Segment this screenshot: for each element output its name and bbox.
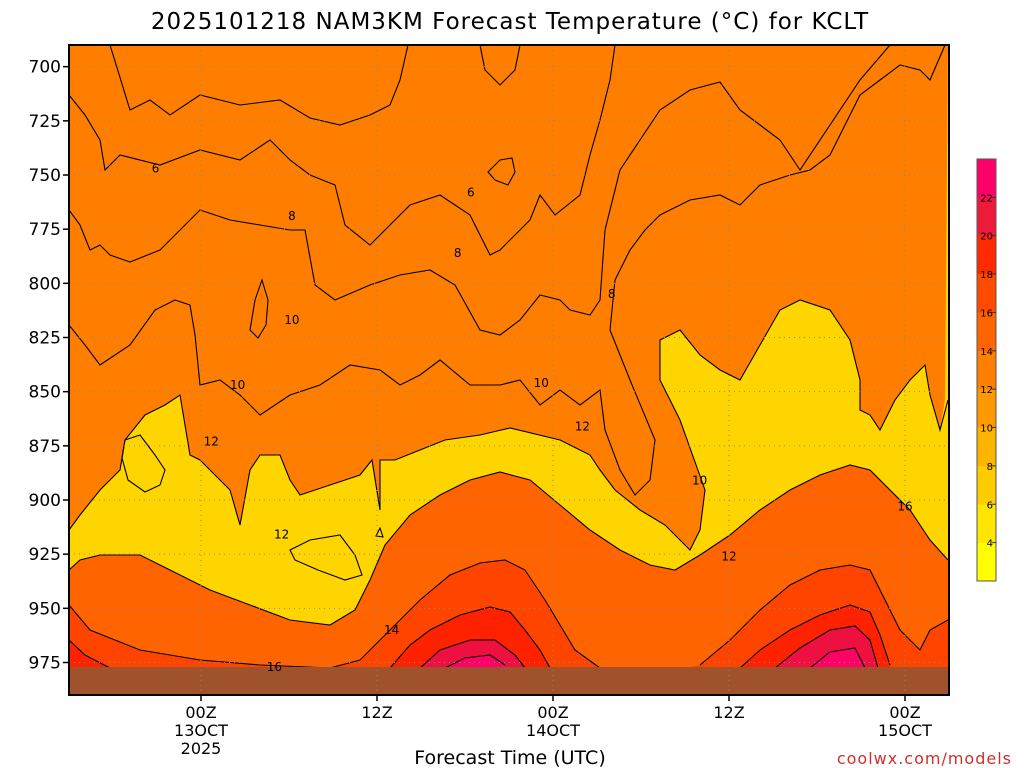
contour-labels: 6 6 8 8 8 10 10 10 10 12 12 12 12 14 16 16	[152, 162, 913, 674]
contour-label-5: 10	[284, 313, 299, 327]
x-tick-label-2-1: 14OCT	[526, 721, 580, 740]
contour-label-3: 8	[454, 246, 462, 260]
x-tick-label-0-2: 2025	[181, 739, 222, 758]
colorbar: 4 6 8 10 12 14 16 18 20 22	[976, 158, 997, 582]
ground-surface	[69, 667, 949, 695]
colorbar-swatch-2	[977, 542, 996, 582]
contour-6-blob	[487, 157, 516, 186]
contour-label-12: 12	[721, 549, 736, 563]
colorbar-label-20: 20	[980, 232, 993, 243]
contour-8	[69, 45, 891, 336]
colorbar-label-8: 8	[987, 462, 993, 473]
contour-14-island	[289, 534, 363, 581]
colorbar-label-12: 12	[980, 385, 993, 396]
contour-12	[69, 299, 949, 551]
colorbar-label-6: 6	[987, 500, 993, 511]
y-tick-label-950: 950	[29, 599, 61, 619]
contour-6-pocket	[479, 45, 521, 86]
contour-6	[69, 45, 616, 256]
x-tick-label-3-0: 12Z	[713, 703, 744, 722]
contour-label-13: 14	[384, 623, 399, 637]
contour-label-9: 12	[204, 435, 219, 449]
grid-lines	[69, 45, 949, 695]
colorbar-swatch-16	[977, 274, 996, 313]
contour-label-10: 12	[575, 419, 590, 433]
contour-10-island	[249, 278, 269, 339]
source-credit: coolwx.com/models	[837, 749, 1012, 768]
field-band-gt-22	[445, 648, 865, 668]
contour-label-14: 16	[267, 660, 282, 674]
colorbar-swatch-6	[977, 465, 996, 505]
contour-label-1: 6	[467, 185, 475, 199]
y-tick-label-925: 925	[29, 545, 61, 565]
y-tick-label-875: 875	[29, 437, 61, 457]
y-axis: 700 725 750 775 800 825 850 875 900 925 950 975	[29, 58, 69, 674]
colorbar-label-18: 18	[980, 270, 993, 281]
colorbar-label-10: 10	[980, 424, 993, 435]
contour-label-7: 10	[534, 376, 549, 390]
colorbar-swatch-8	[977, 427, 996, 467]
contour-10	[69, 45, 946, 496]
colorbar-swatch-22	[977, 159, 996, 198]
contour-label-8: 10	[692, 474, 707, 488]
x-tick-label-1-0: 12Z	[361, 703, 392, 722]
y-tick-label-775: 775	[29, 220, 61, 240]
contour-12-island	[121, 434, 166, 493]
x-tick-label-2-0: 00Z	[537, 703, 568, 722]
plot-frame	[68, 44, 950, 696]
y-tick-label-900: 900	[29, 491, 61, 511]
colorbar-label-14: 14	[980, 347, 993, 358]
colorbar-swatch-14	[977, 312, 996, 352]
y-tick-label-975: 975	[29, 654, 61, 674]
colorbar-swatch-10	[977, 389, 996, 428]
contour-14-speck	[375, 526, 384, 538]
contour-14	[69, 464, 949, 626]
contour-18	[69, 604, 891, 669]
contour-label-15: 16	[897, 500, 912, 514]
y-tick-label-700: 700	[29, 58, 61, 78]
colorbar-swatch-4	[977, 504, 996, 543]
x-tick-label-0-1: 13OCT	[174, 721, 228, 740]
y-tick-label-850: 850	[29, 383, 61, 403]
y-tick-label-750: 750	[29, 166, 61, 186]
y-tick-label-725: 725	[29, 112, 61, 132]
colorbar-swatch-18	[977, 235, 996, 275]
y-tick-label-800: 800	[29, 274, 61, 294]
x-tick-label-4-1: 15OCT	[878, 721, 932, 740]
contour-label-0: 6	[152, 162, 160, 176]
colorbar-swatch-12	[977, 350, 996, 390]
contour-label-4: 8	[608, 287, 616, 301]
colorbar-label-22: 22	[980, 193, 993, 204]
contour-label-2: 8	[288, 209, 296, 223]
contour-4	[109, 45, 409, 126]
contour-label-6: 10	[230, 378, 245, 392]
colorbar-swatch-20	[977, 197, 996, 237]
y-tick-label-825: 825	[29, 329, 61, 349]
contour-20	[419, 625, 879, 669]
contour-label-11: 12	[274, 528, 289, 542]
x-axis-title: Forecast Time (UTC)	[414, 747, 605, 768]
x-tick-label-4-0: 00Z	[889, 703, 920, 722]
contour-22	[444, 647, 866, 669]
colorbar-label-16: 16	[980, 308, 993, 319]
x-tick-label-0-0: 00Z	[185, 703, 216, 722]
contour-lines	[69, 45, 949, 669]
colorbar-frame	[976, 158, 997, 582]
colorbar-label-4: 4	[987, 539, 993, 550]
field-band-12-to-14	[69, 45, 948, 550]
field-band-18-to-20	[69, 605, 890, 668]
temperature-field	[69, 45, 949, 695]
chart-title: 2025101218 NAM3KM Forecast Temperature (…	[151, 9, 869, 35]
